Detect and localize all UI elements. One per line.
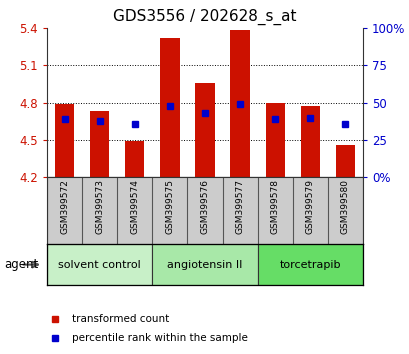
Bar — [90, 112, 109, 177]
Text: GSM399578: GSM399578 — [270, 179, 279, 234]
Text: GSM399574: GSM399574 — [130, 179, 139, 234]
Text: solvent control: solvent control — [58, 259, 141, 270]
Text: GSM399580: GSM399580 — [340, 179, 349, 234]
Text: GDS3556 / 202628_s_at: GDS3556 / 202628_s_at — [113, 9, 296, 25]
Bar — [300, 107, 319, 177]
Text: percentile rank within the sample: percentile rank within the sample — [72, 333, 247, 343]
Text: GSM399573: GSM399573 — [95, 179, 104, 234]
Bar — [152, 244, 257, 285]
Text: GSM399575: GSM399575 — [165, 179, 174, 234]
Bar — [230, 30, 249, 177]
Bar — [257, 244, 362, 285]
Text: angiotensin II: angiotensin II — [167, 259, 242, 270]
Bar — [47, 244, 152, 285]
Text: GSM399579: GSM399579 — [305, 179, 314, 234]
Text: torcetrapib: torcetrapib — [279, 259, 340, 270]
Bar — [195, 83, 214, 177]
Text: agent: agent — [4, 258, 38, 271]
Bar — [55, 104, 74, 177]
Bar — [160, 38, 179, 177]
Bar — [335, 145, 354, 177]
Text: GSM399576: GSM399576 — [200, 179, 209, 234]
Text: GSM399572: GSM399572 — [60, 179, 69, 234]
Text: GSM399577: GSM399577 — [235, 179, 244, 234]
Bar — [265, 103, 284, 177]
Text: transformed count: transformed count — [72, 314, 169, 324]
Bar — [125, 141, 144, 177]
